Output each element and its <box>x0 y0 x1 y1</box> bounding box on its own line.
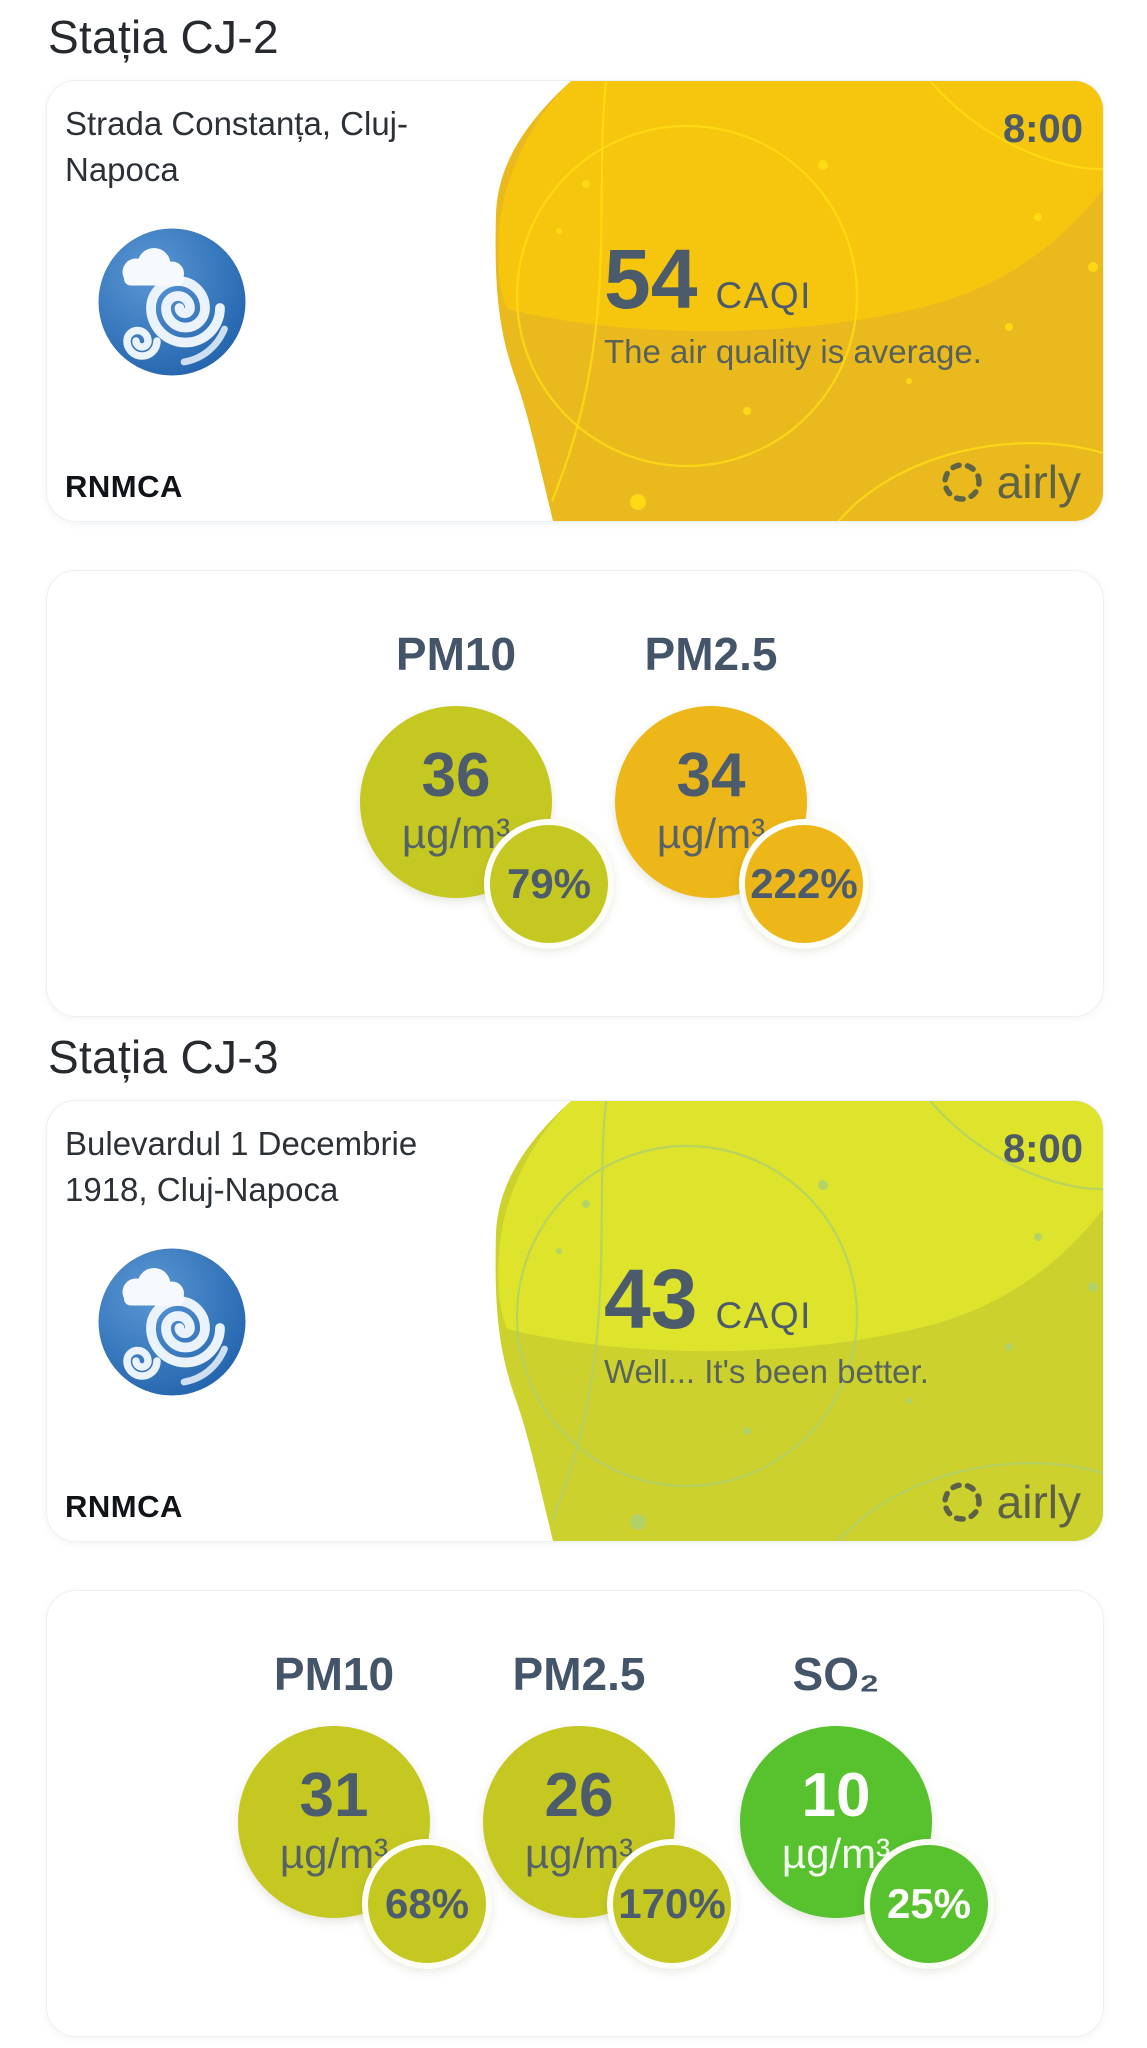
pollutant-column: PM2.5 26 µg/m³ 170% <box>444 1591 737 2036</box>
caqi-block: 54 CAQI The air quality is average. <box>604 237 1084 371</box>
pollutant-unit: µg/m³ <box>279 1830 389 1878</box>
pollutant-percent: 170% <box>618 1880 726 1927</box>
airly-brand-text: airly <box>996 1476 1081 1528</box>
pollutant-percent-bubble: 25% <box>864 1839 994 1969</box>
pollutant-value: 34 <box>676 741 746 811</box>
measurement-time: 8:00 <box>1002 1127 1083 1171</box>
airly-brand: airly <box>939 1479 1081 1525</box>
pollutant-value: 10 <box>801 1761 871 1831</box>
station-caqi-card[interactable]: Bulevardul 1 Decembrie 1918, Cluj-Napoca… <box>46 1100 1104 1542</box>
station-section: Stația CJ-3 <box>46 1020 1104 2040</box>
pollutant-name: PM10 <box>395 628 517 680</box>
measurement-time: 8:00 <box>1002 107 1083 151</box>
caqi-value: 54 <box>604 232 698 326</box>
pollutant-percent: 68% <box>384 1880 470 1927</box>
pollutant-unit: µg/m³ <box>781 1830 891 1878</box>
pollutant-unit: µg/m³ <box>656 810 766 858</box>
card-background-blob <box>495 1101 1103 1541</box>
pollutant-unit: µg/m³ <box>401 810 511 858</box>
station-title: Stația CJ-2 <box>48 11 279 63</box>
caqi-block: 43 CAQI Well... It's been better. <box>604 1257 1084 1391</box>
card-blob-light <box>498 81 1103 332</box>
station-section: Stația CJ-2 <box>46 0 1104 1020</box>
caqi-unit-label: CAQI <box>715 1295 812 1336</box>
pollutant-percent-bubble: 222% <box>739 819 869 949</box>
airly-swirl-icon <box>941 1482 982 1522</box>
data-source-label: RNMCA <box>65 469 183 504</box>
pollutant-percent: 25% <box>886 1880 972 1927</box>
wind-cloud-icon <box>97 227 247 377</box>
pollutant-name: SO₂ <box>792 1648 880 1700</box>
pollutant-column: PM2.5 34 µg/m³ 222% <box>576 571 869 1016</box>
pollutant-unit: µg/m³ <box>524 1830 634 1878</box>
data-source-label: RNMCA <box>65 1489 183 1524</box>
caqi-unit-label: CAQI <box>715 275 812 316</box>
pollutant-value: 36 <box>421 741 491 811</box>
station-title: Stația CJ-3 <box>48 1031 279 1083</box>
pollutant-name: PM10 <box>273 1648 395 1700</box>
station-address: Strada Constanța, Cluj-Napoca <box>65 105 409 188</box>
pollutant-column: PM10 31 µg/m³ 68% <box>199 1591 492 2036</box>
caqi-value: 43 <box>604 1252 698 1346</box>
airly-swirl-icon <box>941 462 982 502</box>
pollutant-percent-bubble: 170% <box>607 1839 737 1969</box>
station-caqi-card[interactable]: Strada Constanța, Cluj-Napoca 8:00 <box>46 80 1104 522</box>
airly-brand: airly <box>939 459 1081 505</box>
station-address: Bulevardul 1 Decembrie 1918, Cluj-Napoca <box>65 1125 418 1208</box>
card-blob-decorations <box>515 81 1103 521</box>
card-background-blob <box>495 81 1103 521</box>
pollutant-percent-bubble: 79% <box>484 819 614 949</box>
pollutant-name: PM2.5 <box>512 1648 646 1700</box>
card-blob-light <box>498 1101 1103 1352</box>
pollutant-percent-bubble: 68% <box>362 1839 492 1969</box>
pollutant-value-bubble: 34 µg/m³ <box>615 706 807 898</box>
pollutants-card[interactable]: PM10 31 µg/m³ 68% PM2.5 26 µg/m³ 170% SO… <box>46 1590 1104 2037</box>
caqi-description: Well... It's been better. <box>604 1353 929 1390</box>
pollutant-percent: 222% <box>750 860 858 907</box>
pollutant-column: PM10 36 µg/m³ 79% <box>321 571 614 1016</box>
wind-cloud-icon <box>97 1247 247 1397</box>
pollutant-value: 31 <box>299 1761 369 1831</box>
card-blob-decorations <box>515 1101 1103 1541</box>
pollutant-name: PM2.5 <box>644 628 778 680</box>
caqi-description: The air quality is average. <box>604 333 982 370</box>
pollutant-column: SO₂ 10 µg/m³ 25% <box>701 1591 994 2036</box>
pollutant-value: 26 <box>544 1761 614 1831</box>
pollutants-card[interactable]: PM10 36 µg/m³ 79% PM2.5 34 µg/m³ 222% <box>46 570 1104 1017</box>
pollutant-percent: 79% <box>506 860 592 907</box>
airly-brand-text: airly <box>996 456 1081 508</box>
